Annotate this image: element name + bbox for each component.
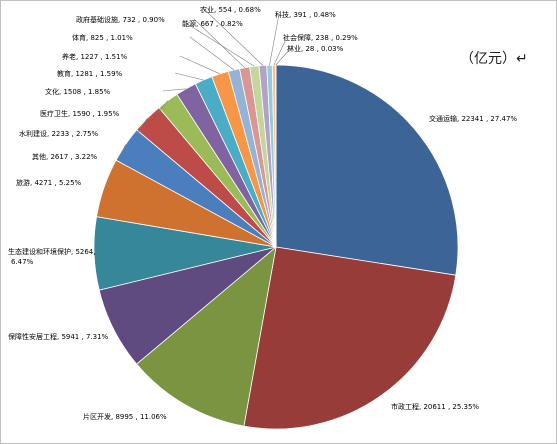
leader-line: [136, 118, 148, 134]
leader-line: [185, 22, 255, 67]
leader-line: [119, 144, 126, 157]
slice-label: 旅游, 4271 , 5.25%: [16, 178, 82, 187]
slice-label: 文化, 1508 , 1.85%: [45, 87, 111, 96]
slice-label: 水利建设, 2233 , 2.75%: [19, 129, 99, 138]
slice-label: 生态建设和环境保护, 5264, 6.47%: [8, 247, 96, 266]
pie-slice: [275, 64, 459, 276]
slice-label: 农业, 554 , 0.68%: [200, 5, 261, 14]
slice-label: 林业, 28 , 0.03%: [287, 44, 344, 53]
slice-label: 其他, 2617 , 3.22%: [32, 152, 98, 161]
slice-label: 交通运输, 22341 , 27.47%: [429, 114, 517, 123]
slice-label: 社会保障, 238 , 0.29%: [283, 33, 358, 42]
slice-label: 医疗卫生, 1590 , 1.95%: [40, 109, 120, 118]
slice-label: 养老, 1227 , 1.51%: [62, 52, 128, 61]
slice-label: 片区开发, 8995 , 11.06%: [83, 412, 167, 421]
leader-line: [193, 18, 245, 68]
leader-line: [189, 36, 235, 71]
slice-label: 政府基础设施, 732 , 0.90%: [76, 15, 165, 24]
pie-slice: [136, 245, 277, 427]
leader-line: [162, 88, 187, 92]
leader-line: [275, 47, 292, 66]
leader-line: [269, 13, 280, 66]
pie-slice: [243, 246, 457, 430]
slice-label: 保障性安居工程, 5941 , 7.31%: [8, 332, 109, 341]
leader-line: [203, 8, 264, 66]
slice-label: 科技, 391 , 0.48%: [275, 10, 336, 19]
leader-line: [273, 36, 288, 66]
leader-line: [157, 100, 168, 114]
unit-label: （亿元）↵: [460, 51, 528, 67]
leader-line: [174, 72, 204, 81]
slice-label: 市政工程, 20611 , 25.35%: [391, 402, 479, 411]
slice-label: 能源, 667 , 0.82%: [182, 19, 243, 28]
slice-label: 体育, 825 , 1.01%: [72, 33, 133, 42]
slice-label: 教育, 1281 , 1.59%: [57, 69, 123, 78]
leader-line: [179, 55, 221, 75]
